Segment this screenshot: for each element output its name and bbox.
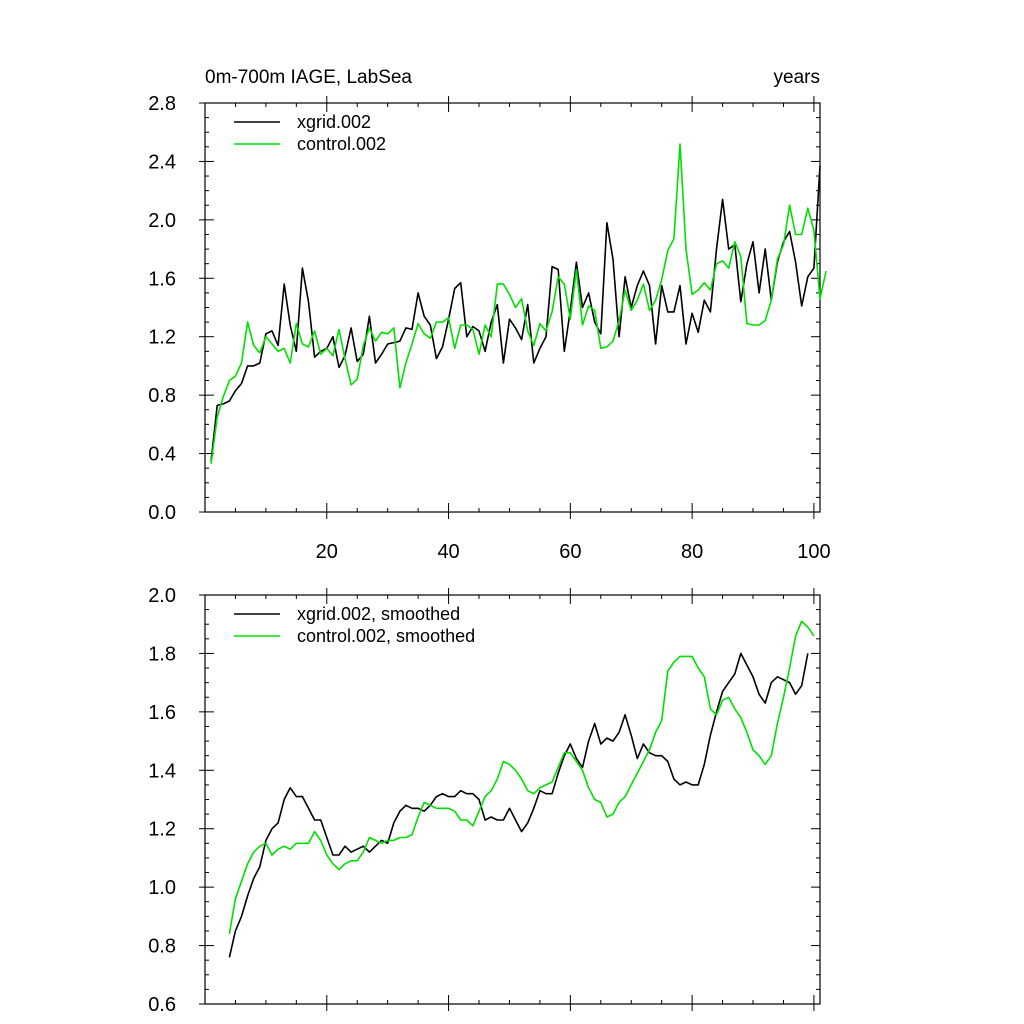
bottom-panel: 0.6 0.8 1.0 1.2 1.4 1.6 1.8 2.0 xgrid.002, smoo… (148, 585, 821, 1016)
bottom-plot-frame (204, 594, 821, 1005)
y-tick-label: 1.4 (148, 760, 176, 782)
y-tick-label: 1.2 (148, 327, 176, 349)
top-chart-title: 0m-700m IAGE, LabSea (205, 67, 412, 88)
x-tick-label: 40 (437, 541, 459, 563)
bottom-axis-ticks (199, 588, 820, 1011)
x-tick-label: 60 (559, 541, 581, 563)
series-line-xgrid (228, 652, 809, 958)
legend-label: control.002 (297, 134, 386, 154)
top-plot-frame (204, 102, 821, 513)
top-axis-ticks (199, 96, 820, 519)
legend-label: xgrid.002 (297, 112, 371, 132)
x-tick-label: 20 (316, 541, 338, 563)
top-panel: 0m-700m IAGE, LabSea years 0.0 0.4 0.8 1.2 1… (148, 67, 830, 563)
top-series (210, 143, 827, 464)
y-tick-label: 2.0 (148, 585, 176, 607)
y-tick-label: 1.6 (148, 702, 176, 724)
top-chart-right-title: years (774, 67, 820, 88)
bottom-axis-labels: 0.6 0.8 1.0 1.2 1.4 1.6 1.8 2.0 (148, 585, 176, 1016)
x-tick-label: 100 (797, 541, 830, 563)
y-tick-label: 0.8 (148, 385, 176, 407)
y-tick-label: 1.6 (148, 268, 176, 290)
series-line-control (210, 143, 827, 464)
y-tick-label: 1.0 (148, 877, 176, 899)
y-tick-label: 0.4 (148, 444, 176, 466)
bottom-series (228, 620, 815, 958)
y-tick-label: 2.4 (148, 151, 176, 173)
y-tick-label: 0.8 (148, 936, 176, 958)
y-tick-label: 0.6 (148, 994, 176, 1016)
y-tick-label: 1.2 (148, 819, 176, 841)
y-tick-label: 2.0 (148, 210, 176, 232)
legend-label: control.002, smoothed (297, 626, 475, 646)
top-axis-labels: 0.0 0.4 0.8 1.2 1.6 2.0 2.4 2.8 20 40 60 80 100 (148, 93, 830, 563)
series-line-xgrid (210, 165, 821, 461)
y-tick-label: 0.0 (148, 502, 176, 524)
legend-label: xgrid.002, smoothed (297, 604, 460, 624)
x-tick-label: 80 (681, 541, 703, 563)
y-tick-label: 2.8 (148, 93, 176, 115)
y-tick-label: 1.8 (148, 643, 176, 665)
series-line-control (228, 620, 815, 935)
